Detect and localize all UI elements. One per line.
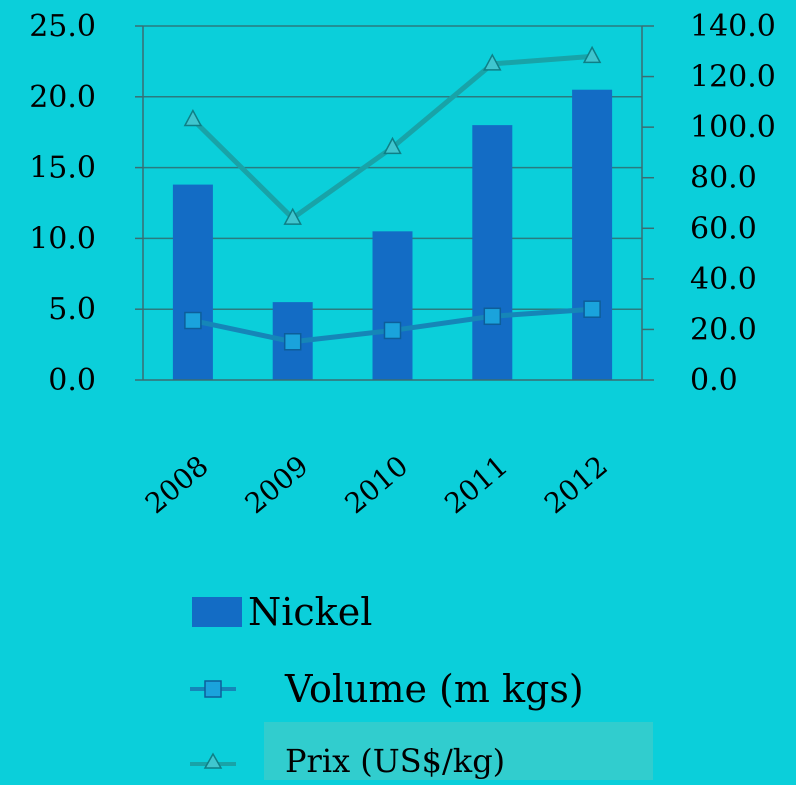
left-axis-tick-label: 20.0 bbox=[29, 80, 96, 115]
prix-point-marker bbox=[483, 53, 502, 71]
x-axis-tick-label: 2009 bbox=[239, 449, 315, 520]
volume-point-marker bbox=[184, 311, 202, 330]
legend-highlight-box bbox=[264, 722, 653, 780]
right-axis-tick-label: 60.0 bbox=[690, 211, 757, 246]
legend-swatch-prix-marker bbox=[203, 752, 223, 769]
x-axis-tick-label: 2010 bbox=[338, 449, 414, 520]
legend-swatch-volume-marker bbox=[204, 680, 222, 698]
x-axis-tick-label: 2008 bbox=[139, 449, 215, 520]
prix-point-marker bbox=[582, 45, 602, 64]
volume-point-marker bbox=[483, 307, 502, 326]
prix-point-marker bbox=[283, 207, 302, 225]
line-series-group bbox=[183, 45, 602, 351]
prix-point-marker bbox=[183, 108, 203, 127]
right-axis-tick-label: 0.0 bbox=[690, 363, 738, 398]
legend-label-nickel: Nickel bbox=[248, 590, 372, 634]
bar-nickel bbox=[172, 184, 213, 380]
right-axis-tick-label: 20.0 bbox=[690, 312, 757, 347]
left-axis-tick-label: 0.0 bbox=[48, 363, 96, 398]
left-axis-tick-label: 10.0 bbox=[29, 221, 96, 256]
bar-nickel bbox=[472, 125, 513, 381]
right-axis-tick-label: 140.0 bbox=[690, 9, 776, 44]
prix-point-marker bbox=[383, 136, 402, 155]
legend: Nickel Volume (m kgs) Prix (US$/kg) bbox=[190, 590, 653, 780]
bar-nickel bbox=[372, 231, 413, 380]
volume-point-marker bbox=[583, 300, 601, 318]
left-axis-tick-label: 5.0 bbox=[48, 292, 96, 327]
legend-label-prix: Prix (US$/kg) bbox=[285, 742, 505, 780]
x-axis-tick-label: 2012 bbox=[538, 449, 614, 520]
right-axis-tick-label: 120.0 bbox=[690, 60, 776, 95]
volume-point-marker bbox=[383, 321, 402, 340]
bar-nickel bbox=[572, 89, 613, 380]
x-axis-tick-label: 2011 bbox=[438, 449, 514, 520]
volume-point-marker bbox=[283, 333, 302, 351]
left-axis-tick-label: 25.0 bbox=[29, 9, 96, 44]
left-axis-tick-label: 15.0 bbox=[29, 151, 96, 186]
right-axis-tick-label: 80.0 bbox=[690, 161, 757, 196]
right-axis-tick-label: 100.0 bbox=[690, 110, 776, 145]
right-axis-tick-label: 40.0 bbox=[690, 262, 757, 297]
legend-label-volume: Volume (m kgs) bbox=[284, 667, 584, 711]
legend-swatch-nickel bbox=[192, 597, 242, 627]
bar-series-nickel bbox=[172, 89, 613, 381]
